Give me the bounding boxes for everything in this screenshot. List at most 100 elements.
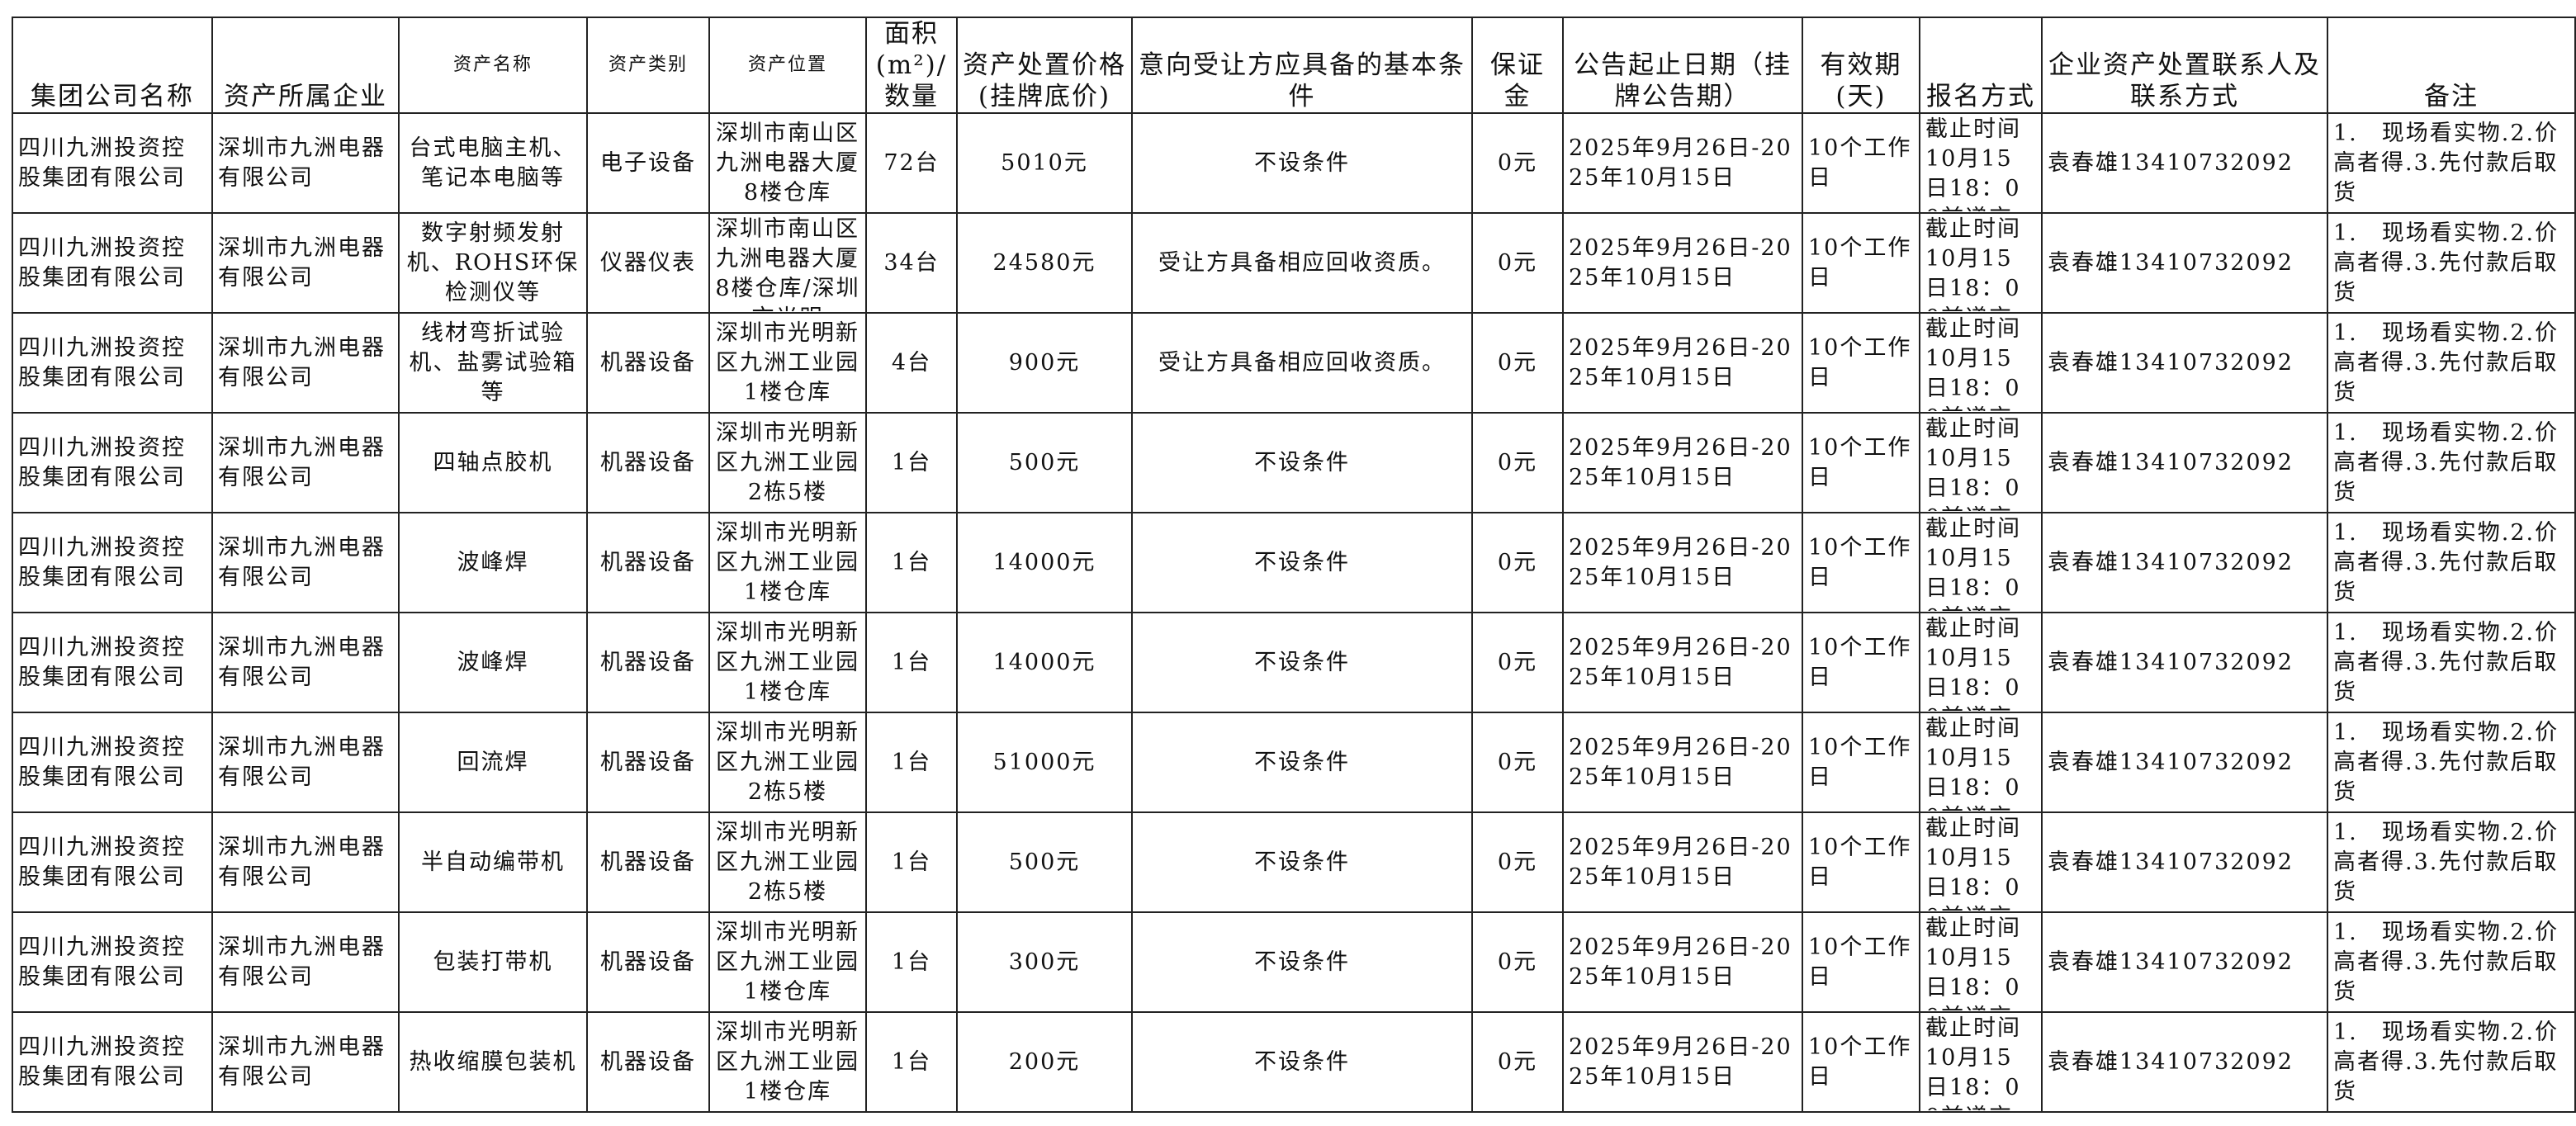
- cell-text: 机器设备: [600, 949, 696, 975]
- cell-text: 袁春雄13410732092: [2048, 449, 2294, 475]
- cell-text: 2025年9月26日-2025年10月15日: [1569, 1034, 1792, 1090]
- table-cell: 深圳市九洲电器有限公司: [211, 312, 400, 414]
- cell-text: 1台: [891, 749, 932, 775]
- table-cell: 1台: [865, 612, 958, 713]
- table-cell: 深圳市九洲电器有限公司: [211, 112, 400, 214]
- cell-text: 包装打带机: [433, 949, 553, 975]
- table-cell: 2025年9月26日-2025年10月15日: [1562, 412, 1803, 513]
- table-cell: 14000元: [956, 512, 1133, 613]
- table-cell: 机器设备: [586, 811, 710, 913]
- table-cell: 四川九洲投资控股集团有限公司: [12, 112, 213, 214]
- table-cell: 1. 现场看实物.2.价高者得.3.先付款后取货: [2327, 212, 2576, 314]
- table-cell: 四川九洲投资控股集团有限公司: [12, 712, 213, 813]
- cell-text: 深圳市光明新区九洲工业园1楼仓库: [716, 619, 859, 705]
- cell-text: 1. 现场看实物.2.价高者得.3.先付款后取货: [2333, 919, 2559, 1005]
- cell-text: 机器设备: [600, 349, 696, 376]
- table-cell: 2025年9月26日-2025年10月15日: [1562, 712, 1803, 813]
- cell-text: 10个工作日: [1808, 434, 1912, 490]
- table-row: 四川九洲投资控股集团有限公司 深圳市九洲电器有限公司 线材弯折试验机、盐雾试验箱等机…: [12, 312, 2576, 414]
- table-cell: 34台: [865, 212, 958, 314]
- cell-text: 不设条件: [1254, 1048, 1350, 1075]
- cell-text: 1台: [891, 449, 932, 475]
- cell-text: 2025年9月26日-2025年10月15日: [1569, 834, 1792, 890]
- table-cell: 袁春雄13410732092: [2041, 512, 2328, 613]
- table-cell: 72台: [865, 112, 958, 214]
- cell-text: 1台: [891, 949, 932, 975]
- cell-text: 袁春雄13410732092: [2048, 1048, 2294, 1075]
- cell-text: 不设条件: [1254, 649, 1350, 675]
- table-cell: 不设条件: [1131, 911, 1473, 1013]
- cell-text: 1. 现场看实物.2.价高者得.3.先付款后取货: [2333, 319, 2559, 405]
- table-row: 四川九洲投资控股集团有限公司 深圳市九洲电器有限公司 台式电脑主机、笔记本电脑等 电子…: [12, 112, 2576, 214]
- table-cell: 袁春雄13410732092: [2041, 911, 2328, 1013]
- table-cell: 深圳市九洲电器有限公司: [211, 512, 400, 613]
- table-cell: 1. 现场看实物.2.价高者得.3.先付款后取货: [2327, 312, 2576, 414]
- cell-text: 深圳市九洲电器有限公司: [218, 1034, 386, 1090]
- cell-text: 机器设备: [600, 849, 696, 875]
- column-header: 资产位置: [708, 17, 867, 114]
- table-cell: 波峰焊: [398, 612, 588, 713]
- column-header: 有效期(天): [1802, 17, 1920, 114]
- cell-text: 10个工作日: [1808, 234, 1912, 291]
- column-header: 集团公司名称: [12, 17, 213, 114]
- cell-text: 2025年9月26日-2025年10月15日: [1569, 434, 1792, 490]
- cell-text: 截止时间10月15日18：00前递交报价: [1925, 516, 2021, 611]
- table-cell: 4台: [865, 312, 958, 414]
- table-cell: 10个工作日: [1802, 1011, 1920, 1113]
- column-header: 资产类别: [586, 17, 710, 114]
- cell-text: 不设条件: [1254, 149, 1350, 176]
- table-cell: 四川九洲投资控股集团有限公司: [12, 412, 213, 513]
- cell-text: 截止时间10月15日18：00前递交报价: [1925, 1015, 2021, 1110]
- table-cell: 台式电脑主机、笔记本电脑等: [398, 112, 588, 214]
- cell-text: 线材弯折试验机、盐雾试验箱等: [409, 319, 577, 405]
- cell-text: 深圳市光明新区九洲工业园2栋5楼: [716, 419, 859, 505]
- cell-text: 0元: [1497, 849, 1538, 875]
- table-cell: 1. 现场看实物.2.价高者得.3.先付款后取货: [2327, 1011, 2576, 1113]
- table-cell: 机器设备: [586, 1011, 710, 1113]
- cell-text: 袁春雄13410732092: [2048, 749, 2294, 775]
- table-cell: 2025年9月26日-2025年10月15日: [1562, 612, 1803, 713]
- cell-text: 0元: [1497, 449, 1538, 475]
- table-cell: 深圳市光明新区九洲工业园2栋5楼: [708, 811, 867, 913]
- table-cell: 2025年9月26日-2025年10月15日: [1562, 811, 1803, 913]
- table-cell: 四川九洲投资控股集团有限公司: [12, 1011, 213, 1113]
- cell-text: 10个工作日: [1808, 534, 1912, 590]
- cell-text: 2025年9月26日-2025年10月15日: [1569, 534, 1792, 590]
- cell-text: 机器设备: [600, 449, 696, 475]
- table-cell: 10个工作日: [1802, 911, 1920, 1013]
- table-row: 四川九洲投资控股集团有限公司 深圳市九洲电器有限公司 回流焊 机器设备 深圳市光明新区九…: [12, 712, 2576, 813]
- cell-text: 深圳市光明新区九洲工业园1楼仓库: [716, 919, 859, 1005]
- table-cell: 四川九洲投资控股集团有限公司: [12, 612, 213, 713]
- cell-text: 200元: [1008, 1048, 1081, 1075]
- table-cell: 不设条件: [1131, 112, 1473, 214]
- cell-text: 深圳市九洲电器有限公司: [218, 734, 386, 790]
- table-cell: 袁春雄13410732092: [2041, 112, 2328, 214]
- cell-text: 四川九洲投资控股集团有限公司: [18, 334, 186, 390]
- cell-text: 四川九洲投资控股集团有限公司: [18, 834, 186, 890]
- cell-text: 袁春雄13410732092: [2048, 949, 2294, 975]
- cell-text: 300元: [1008, 949, 1081, 975]
- cell-text: 1. 现场看实物.2.价高者得.3.先付款后取货: [2333, 220, 2559, 305]
- table-row: 四川九洲投资控股集团有限公司 深圳市九洲电器有限公司 波峰焊 机器设备 深圳市光明新区九…: [12, 612, 2576, 713]
- table-cell: 深圳市光明新区九洲工业园1楼仓库: [708, 911, 867, 1013]
- table-cell: 0元: [1471, 312, 1564, 414]
- header-row: 集团公司名称 资产所属企业 资产名称 资产类别 资产位置 面积(m²)/数量 资产处置价格(…: [12, 17, 2576, 114]
- cell-text: 2025年9月26日-2025年10月15日: [1569, 334, 1792, 390]
- table-cell: 电子设备: [586, 112, 710, 214]
- cell-text: 10个工作日: [1808, 834, 1912, 890]
- table-cell: 0元: [1471, 612, 1564, 713]
- table-cell: 0元: [1471, 412, 1564, 513]
- cell-text: 截止时间10月15日18：00前递交报价: [1925, 716, 2021, 811]
- table-cell: 回流焊: [398, 712, 588, 813]
- cell-text: 深圳市九洲电器有限公司: [218, 334, 386, 390]
- cell-text: 1. 现场看实物.2.价高者得.3.先付款后取货: [2333, 519, 2559, 605]
- cell-text: 截止时间10月15日18：00前递交报价: [1925, 316, 2021, 411]
- table-row: 四川九洲投资控股集团有限公司 深圳市九洲电器有限公司 波峰焊 机器设备 深圳市光明新区九…: [12, 512, 2576, 613]
- table-cell: 10个工作日: [1802, 212, 1920, 314]
- table-cell: 截止时间10月15日18：00前递交报价: [1919, 112, 2043, 214]
- table-cell: 袁春雄13410732092: [2041, 1011, 2328, 1113]
- table-cell: 四川九洲投资控股集团有限公司: [12, 212, 213, 314]
- cell-text: 热收缩膜包装机: [409, 1048, 577, 1075]
- table-cell: 不设条件: [1131, 512, 1473, 613]
- table-cell: 1台: [865, 811, 958, 913]
